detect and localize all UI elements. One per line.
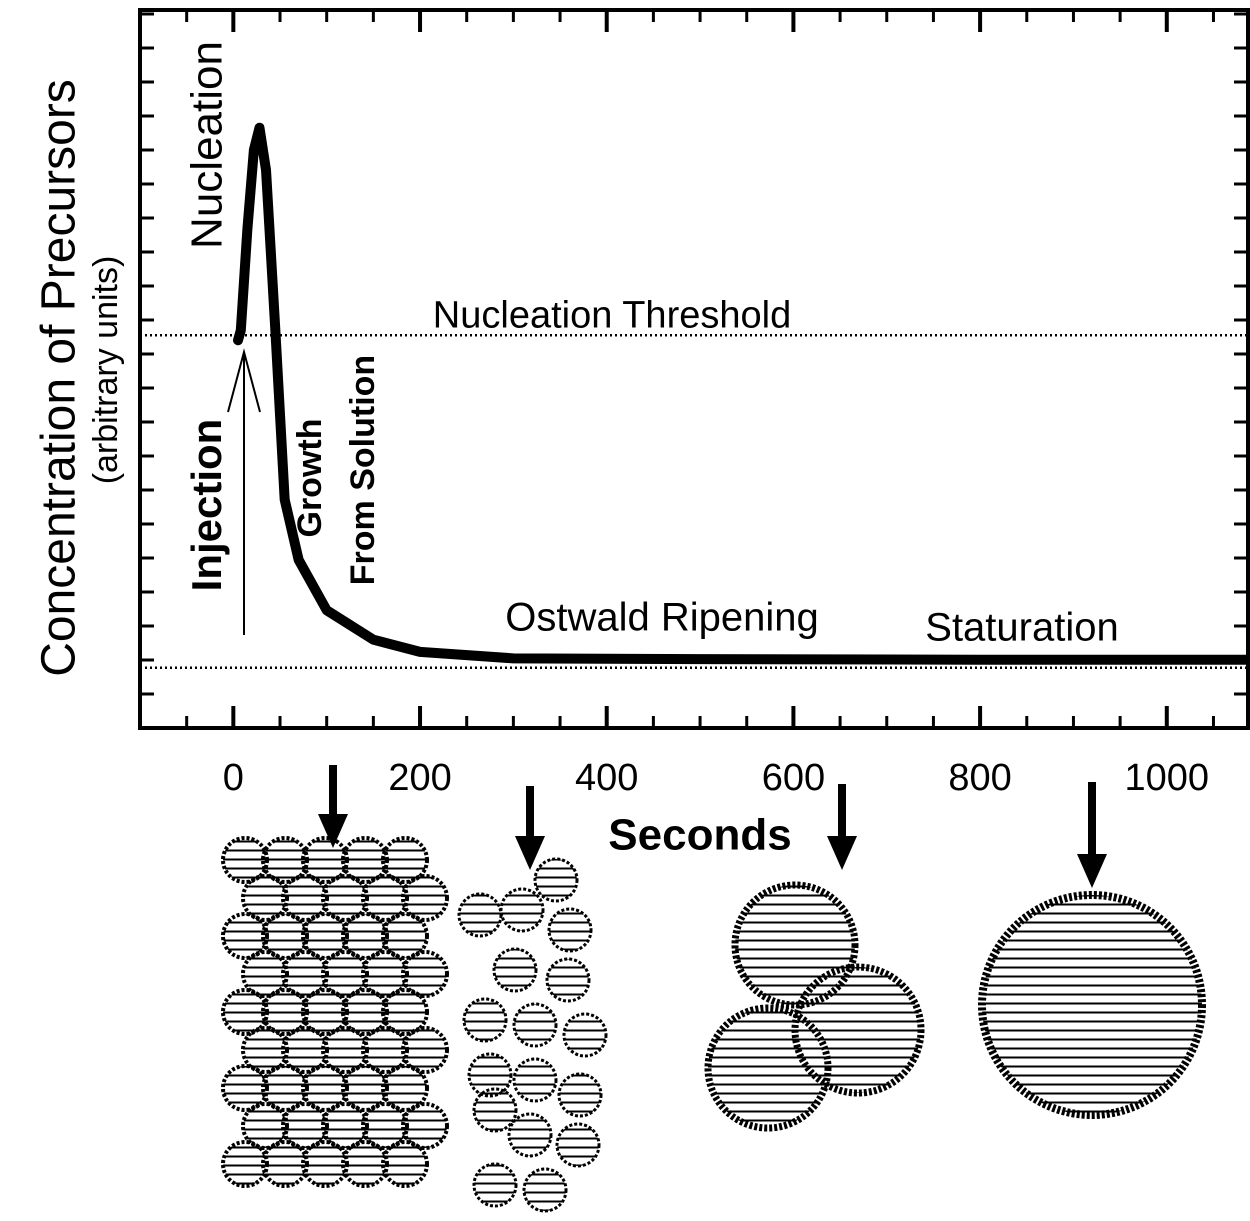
particle xyxy=(562,1012,608,1058)
x-tick-label: 400 xyxy=(575,757,638,799)
particle xyxy=(401,874,449,922)
injection-arrowhead xyxy=(227,348,261,413)
particle xyxy=(472,1087,518,1133)
particle xyxy=(555,1122,601,1168)
annotation: Staturation xyxy=(925,606,1118,650)
particle xyxy=(261,1140,309,1188)
particle xyxy=(381,988,429,1036)
particle xyxy=(791,963,925,1097)
particle xyxy=(522,1167,568,1213)
particle xyxy=(547,907,593,953)
x-tick-label: 1000 xyxy=(1125,757,1210,799)
x-tick-label: 200 xyxy=(388,757,451,799)
particle xyxy=(221,988,269,1036)
stage-arrowhead xyxy=(1077,854,1107,888)
particle xyxy=(512,1057,558,1103)
particle xyxy=(381,912,429,960)
x-tick-label: 600 xyxy=(762,757,825,799)
annotation: Nucleation xyxy=(183,41,232,249)
particle xyxy=(401,950,449,998)
particle-illustrations xyxy=(221,765,1206,1213)
particle xyxy=(978,891,1206,1119)
particle xyxy=(462,997,508,1043)
x-axis-label: Seconds xyxy=(608,811,791,860)
particle xyxy=(401,1026,449,1074)
reference-line-label: Nucleation Threshold xyxy=(433,294,791,336)
stage-arrowhead xyxy=(318,814,348,848)
annotation: From Solution xyxy=(344,355,382,585)
particle xyxy=(457,892,503,938)
particle xyxy=(492,947,538,993)
particle xyxy=(221,1064,269,1112)
particle xyxy=(381,1064,429,1112)
y-axis-label: Concentration of Precursors xyxy=(33,79,86,677)
particle xyxy=(499,887,545,933)
particle xyxy=(381,836,429,884)
particle xyxy=(472,1162,518,1208)
particle xyxy=(221,1140,269,1188)
particle xyxy=(507,1112,553,1158)
stage-arrowhead xyxy=(827,836,857,870)
particle xyxy=(401,1102,449,1150)
annotation: Injection xyxy=(183,419,230,592)
x-tick-label: 0 xyxy=(223,757,244,799)
plot-frame xyxy=(138,8,1250,730)
particle xyxy=(221,912,269,960)
annotation: Ostwald Ripening xyxy=(505,596,819,640)
particle xyxy=(381,1140,429,1188)
x-tick-label: 800 xyxy=(948,757,1011,799)
particle xyxy=(221,836,269,884)
particle xyxy=(341,1140,389,1188)
annotation: Growth xyxy=(291,419,329,538)
particle xyxy=(533,857,579,903)
concentration-curve xyxy=(233,122,1250,665)
particle xyxy=(557,1072,603,1118)
particle xyxy=(512,1002,558,1048)
particle xyxy=(301,1140,349,1188)
stage-arrowhead xyxy=(515,836,545,870)
particle xyxy=(545,957,591,1003)
y-axis-sublabel: (arbitrary units) xyxy=(87,256,125,485)
